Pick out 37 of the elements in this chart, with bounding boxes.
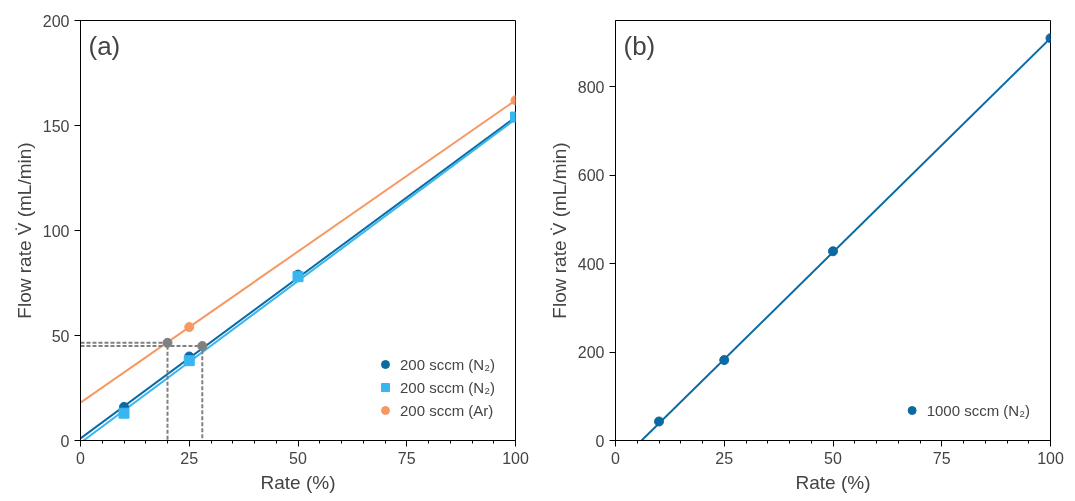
y-tick-label: 400	[577, 255, 605, 273]
y-tick-label: 200	[42, 12, 70, 30]
y-tick-label: 150	[42, 117, 70, 135]
point	[118, 407, 130, 419]
y-axis-title: Flow rate V̇ (mL/min)	[548, 142, 570, 319]
legend-label: 200 sccm (Ar)	[399, 401, 494, 419]
point	[654, 416, 664, 427]
y-tick-label: 50	[51, 327, 70, 345]
x-tick-label: 50	[289, 449, 307, 467]
x-tick-label: 100	[502, 449, 529, 467]
x-tick-label: 100	[1037, 449, 1064, 467]
x-tick-label: 25	[715, 449, 734, 467]
legend-label: 200 sccm (N₂)	[399, 378, 495, 396]
point	[828, 246, 838, 257]
point	[719, 355, 730, 366]
x-tick-label: 75	[397, 449, 416, 467]
x-axis-title: Rate (%)	[795, 471, 871, 493]
legend-label: 1000 sccm (N₂)	[926, 401, 1030, 419]
annotation: (a)	[88, 30, 121, 61]
annotation: (b)	[623, 30, 656, 61]
x-tick-label: 25	[180, 449, 199, 467]
y-tick-label: 200	[577, 344, 605, 362]
y-tick-label: 0	[60, 432, 70, 450]
x-tick-label: 0	[76, 449, 86, 467]
x-axis-title: Rate (%)	[260, 471, 336, 493]
point	[197, 341, 208, 351]
y-axis-title: Flow rate V̇ (mL/min)	[13, 142, 35, 319]
point	[162, 337, 173, 348]
y-tick-label: 800	[577, 78, 605, 96]
legend-label: 200 sccm (N₂)	[399, 355, 495, 373]
point	[183, 355, 195, 367]
x-tick-label: 0	[611, 449, 621, 467]
y-tick-label: 0	[595, 432, 605, 450]
y-tick-label: 100	[42, 222, 70, 240]
x-tick-label: 50	[824, 449, 842, 467]
y-tick-label: 600	[577, 167, 605, 185]
x-tick-label: 75	[932, 449, 951, 467]
